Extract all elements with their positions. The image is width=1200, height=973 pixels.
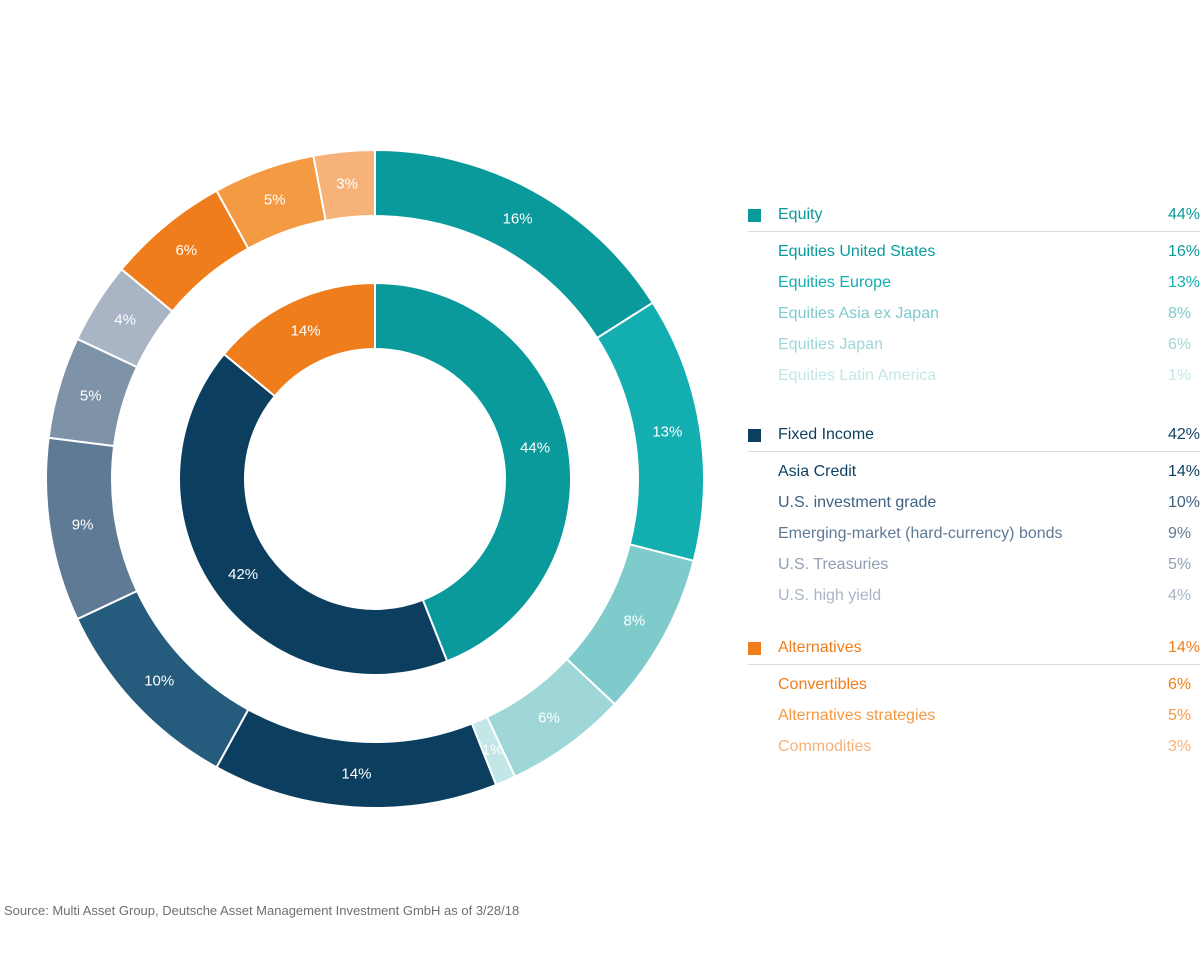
legend-item-pct: 4% [1168,586,1192,604]
legend-item-name: Convertibles [778,675,867,693]
legend-equity-title: Equity [778,206,823,223]
legend-alternatives-items: Convertibles 6% Alternatives strategies 5% C… [748,669,1200,762]
legend-item-pct: 8% [1168,304,1192,322]
legend-fixed-income-items: Asia Credit 14% U.S. investment grade 10% Em… [748,456,1200,611]
legend-row: U.S. high yield 4% [748,580,1200,611]
inner-slice-label-1: 42% [228,566,258,583]
outer-slice-label-8: 5% [80,387,102,404]
inner-slice-2 [222,281,376,398]
legend-fixed-income-swatch [748,428,761,442]
legend-item-name: U.S. high yield [778,586,882,604]
legend-item-name: Asia Credit [778,462,857,480]
outer-slice-label-0: 16% [503,211,533,228]
legend-fixed-income-pct: 42% [1168,426,1200,443]
outer-slice-label-2: 8% [624,613,646,630]
legend-equity-header: Equity 44% [748,203,1200,232]
legend-item-name: Equities Japan [778,335,883,353]
legend-item-pct: 6% [1168,335,1192,353]
legend-row: Equities Japan 6% [748,329,1200,360]
legend-fixed-income-title: Fixed Income [778,426,875,443]
outer-slice-label-4: 1% [482,742,504,759]
inner-slice-label-2: 14% [291,322,321,339]
legend-item-name: Equities Asia ex Japan [778,304,939,322]
legend-fixed-income: Fixed Income 42% Asia Credit 14% U.S. inve… [748,423,1200,611]
outer-slice-label-10: 6% [175,242,197,259]
legend-item-pct: 13% [1168,273,1200,291]
legend-alternatives-swatch [748,641,761,655]
legend-equity-pct: 44% [1168,206,1200,223]
legend-item-name: Equities Latin America [778,366,937,384]
outer-slice-5 [215,708,498,809]
legend-item-name: U.S. Treasuries [778,555,889,573]
legend-row: Equities United States 16% [748,236,1200,267]
legend-item-name: Commodities [778,737,872,755]
legend-row: Equities Asia ex Japan 8% [748,298,1200,329]
outer-slice-12 [312,148,376,222]
legend-row: U.S. Treasuries 5% [748,549,1200,580]
legend-equity-swatch [748,208,761,222]
legend-item-pct: 5% [1168,706,1192,724]
outer-slice-label-3: 6% [538,709,560,726]
legend-row: U.S. investment grade 10% [748,487,1200,518]
outer-slice-label-9: 4% [114,311,136,328]
source-note: Source: Multi Asset Group, Deutsche Asse… [4,903,520,918]
legend-row: Convertibles 6% [748,669,1200,700]
legend-item-pct: 9% [1168,524,1192,542]
outer-slice-1 [595,301,705,563]
legend-item-name: Equities United States [778,242,936,260]
legend-item-pct: 6% [1168,675,1192,693]
legend-item-pct: 3% [1168,737,1192,755]
legend-item-pct: 1% [1168,366,1192,384]
legend-item-name: Emerging-market (hard-currency) bonds [778,524,1063,542]
inner-slice-0 [374,281,572,663]
legend-item-name: Equities Europe [778,273,891,291]
legend-equity-items: Equities United States 16% Equities Europe… [748,236,1200,391]
outer-slice-label-12: 3% [336,175,358,192]
inner-slice-label-0: 44% [520,439,550,456]
legend-alternatives-title: Alternatives [778,639,862,656]
legend-fixed-income-header: Fixed Income 42% [748,423,1200,452]
legend-row: Commodities 3% [748,731,1200,762]
legend-equity: Equity 44% Equities United States 16% Equi… [748,203,1200,391]
legend-item-pct: 10% [1168,493,1200,511]
outer-slice-label-1: 13% [652,424,682,441]
outer-slice-label-5: 14% [341,765,371,782]
legend-alternatives-pct: 14% [1168,639,1200,656]
legend-row: Alternatives strategies 5% [748,700,1200,731]
legend-item-name: U.S. investment grade [778,493,937,511]
legend-row: Equities Europe 13% [748,267,1200,298]
outer-ring: 16% 13% 8% 6% 1% 14% 10% 9% 5% 4% 6% 5% 3% [45,148,705,809]
outer-slice-label-6: 10% [144,673,174,690]
outer-slice-label-7: 9% [72,516,94,533]
donut-chart: 16% 13% 8% 6% 1% 14% 10% 9% 5% 4% 6% 5% 3% 44% 42% 14% [45,148,705,809]
outer-slice-label-11: 5% [264,191,286,208]
inner-slice-1 [178,352,449,676]
legend-item-pct: 14% [1168,462,1200,480]
legend-item-pct: 16% [1168,242,1200,260]
legend-row: Asia Credit 14% [748,456,1200,487]
legend-item-pct: 5% [1168,555,1192,573]
inner-ring: 44% 42% 14% [178,281,572,676]
legend-item-name: Alternatives strategies [778,706,936,724]
legend-alternatives-header: Alternatives 14% [748,636,1200,665]
legend-row: Emerging-market (hard-currency) bonds 9% [748,518,1200,549]
legend-row: Equities Latin America 1% [748,360,1200,391]
legend-alternatives: Alternatives 14% Convertibles 6% Alternati… [748,636,1200,762]
